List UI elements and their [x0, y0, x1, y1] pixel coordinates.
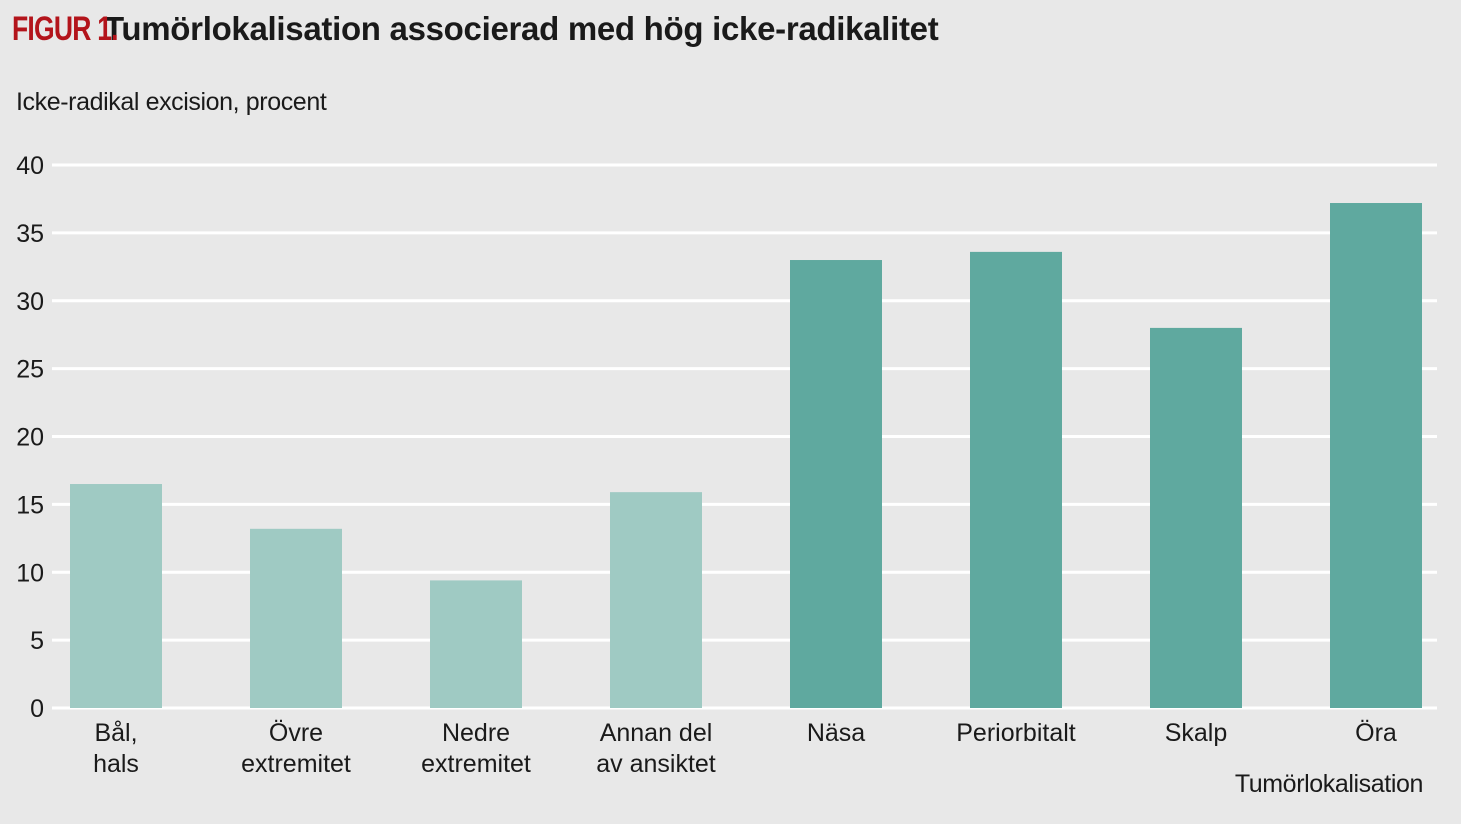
x-tick-label: Bål, hals	[93, 719, 139, 778]
y-tick-label: 10	[16, 559, 44, 587]
y-tick-label: 40	[16, 152, 44, 180]
y-tick-label: 30	[16, 288, 44, 316]
x-tick-label: Nedre extremitet	[421, 719, 531, 778]
y-tick-label: 20	[16, 424, 44, 452]
x-tick-label: Öra	[1355, 719, 1397, 747]
chart-title: Tumörlokalisation associerad med hög ick…	[104, 10, 939, 47]
y-tick-label: 35	[16, 220, 44, 248]
x-tick-label: Annan del av ansiktet	[596, 719, 716, 778]
x-tick-label: Skalp	[1165, 719, 1228, 747]
bar	[1330, 203, 1422, 708]
bar	[610, 492, 702, 708]
bar	[1150, 327, 1242, 708]
y-tick-label: 0	[30, 695, 44, 723]
chart-header: FIGUR 1.Tumörlokalisation associerad med…	[12, 10, 939, 49]
bar	[790, 260, 882, 708]
y-tick-label: 15	[16, 491, 44, 519]
bar	[970, 251, 1062, 708]
bar	[250, 528, 342, 708]
bar	[430, 580, 522, 708]
bar	[70, 484, 162, 708]
x-tick-label: Övre extremitet	[241, 719, 351, 778]
x-tick-label: Näsa	[807, 719, 865, 747]
y-axis-label: Icke-radikal excision, procent	[16, 88, 327, 116]
x-axis-label: Tumörlokalisation	[1234, 770, 1424, 798]
y-tick-label: 25	[16, 356, 44, 384]
x-tick-label: Periorbitalt	[956, 719, 1076, 747]
y-tick-label: 5	[30, 627, 44, 655]
